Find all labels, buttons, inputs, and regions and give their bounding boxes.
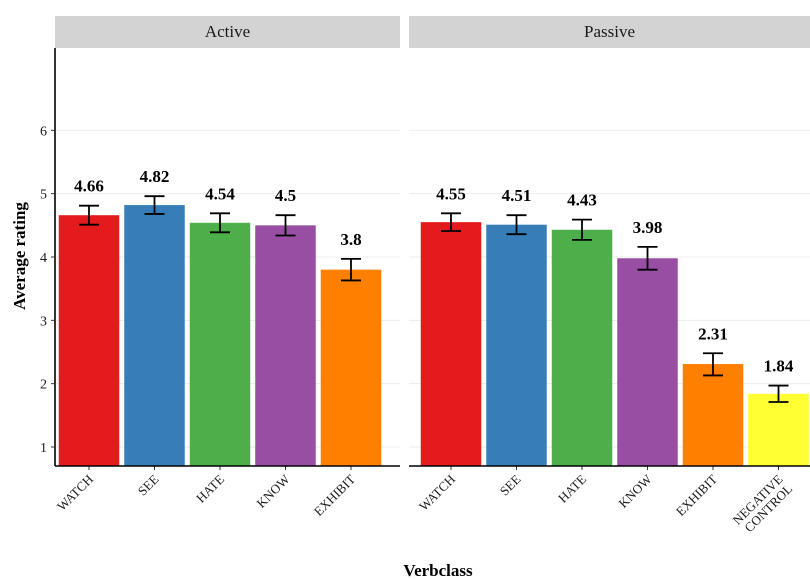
data-label: 4.43: [567, 191, 597, 210]
bar: [58, 215, 120, 466]
panel-strip-label: Passive: [584, 22, 635, 41]
y-tick-label: 1: [40, 441, 47, 456]
x-tick-label: EXHIBIT: [673, 471, 720, 518]
x-tick-label: SEE: [135, 471, 162, 498]
data-label: 4.55: [436, 184, 466, 203]
data-label: 4.82: [140, 167, 170, 186]
bar: [551, 229, 613, 466]
bar: [617, 258, 678, 466]
panel-strip-label: Active: [205, 22, 250, 41]
data-label: 1.84: [764, 357, 794, 376]
y-tick-label: 5: [40, 188, 47, 203]
x-tick-label: WATCH: [54, 472, 96, 514]
x-tick-label: SEE: [497, 471, 524, 498]
bar: [748, 393, 809, 466]
x-tick-label: WATCH: [416, 472, 458, 514]
data-label: 3.98: [633, 218, 663, 237]
x-tick-label: NEGATIVECONTROL: [730, 471, 796, 537]
y-tick-label: 3: [40, 314, 47, 329]
data-label: 4.54: [205, 184, 235, 203]
bar: [124, 205, 185, 467]
bar: [420, 222, 482, 466]
x-tick-label: EXHIBIT: [311, 471, 358, 518]
bar: [189, 222, 251, 466]
bar: [682, 364, 744, 466]
bar: [320, 269, 382, 466]
x-axis-title: Verbclass: [403, 561, 473, 579]
bar: [486, 224, 547, 466]
panel-passive: Passive 4.55 WATCH 4.51 SEE 4.43 HATE 3.98 KNOW 2…: [409, 16, 810, 537]
bar: [255, 225, 316, 466]
data-label: 3.8: [340, 230, 361, 249]
x-tick-label: KNOW: [253, 471, 293, 511]
panel-strip: [409, 16, 810, 48]
x-tick-label: KNOW: [615, 471, 655, 511]
chart-panels: Active 4.66 WATCH 4.82 SEE 4.54 HATE 4.5 KNOW 3.8…: [40, 16, 810, 537]
data-label: 4.5: [275, 186, 296, 205]
data-label: 4.66: [74, 177, 104, 196]
data-label: 4.51: [502, 186, 532, 205]
y-tick-label: 2: [40, 378, 47, 393]
data-label: 2.31: [698, 324, 728, 343]
y-axis-title: Average rating: [10, 202, 29, 310]
x-tick-label: HATE: [193, 471, 227, 505]
y-axis: 1 2 3 4 5 6: [40, 48, 56, 466]
x-tick-label: HATE: [555, 471, 589, 505]
panel-active: Active 4.66 WATCH 4.82 SEE 4.54 HATE 4.5 KNOW 3.8…: [54, 16, 400, 519]
y-tick-label: 4: [40, 251, 47, 266]
panel-strip: [55, 16, 400, 48]
y-tick-label: 6: [40, 124, 47, 139]
